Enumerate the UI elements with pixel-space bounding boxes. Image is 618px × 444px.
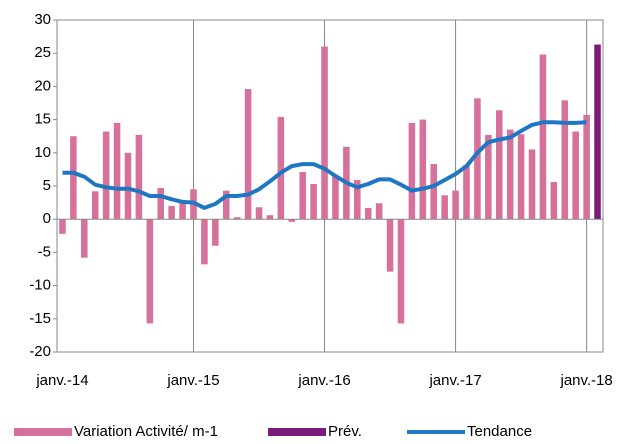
bar xyxy=(168,205,175,220)
legend-swatch xyxy=(268,428,326,436)
y-tick-label: 10 xyxy=(34,144,51,161)
bar xyxy=(364,207,372,220)
bar xyxy=(102,131,110,220)
bar xyxy=(288,219,296,222)
legend-label: Prév. xyxy=(328,423,362,440)
y-tick-label: 0 xyxy=(43,210,51,227)
bar xyxy=(244,89,252,220)
bar xyxy=(572,131,579,220)
bar xyxy=(179,203,186,220)
y-tick-label: 5 xyxy=(43,177,51,194)
bar xyxy=(539,54,547,220)
x-tick-label: janv.-16 xyxy=(297,372,350,389)
bar xyxy=(517,134,525,220)
bar xyxy=(124,152,132,220)
x-tick-label: janv.-14 xyxy=(35,372,88,389)
y-tick-label: -20 xyxy=(29,343,51,360)
y-tick-label: 15 xyxy=(34,111,51,128)
bar xyxy=(506,129,514,220)
bar xyxy=(408,122,416,220)
bar xyxy=(528,149,536,220)
bar xyxy=(222,190,230,220)
y-tick-label: 30 xyxy=(34,11,51,28)
bar xyxy=(430,164,438,220)
bar xyxy=(113,122,121,220)
y-tick-label: -5 xyxy=(38,243,51,260)
bar xyxy=(386,219,394,272)
bar xyxy=(550,182,558,220)
bar xyxy=(266,215,274,220)
x-tick-label: janv.-15 xyxy=(166,372,219,389)
bar xyxy=(354,180,361,220)
bar xyxy=(81,219,88,258)
bar xyxy=(146,219,154,324)
bar xyxy=(594,44,601,220)
y-tick-label: 25 xyxy=(34,44,51,61)
bar xyxy=(135,134,143,220)
bar xyxy=(463,164,470,220)
bar xyxy=(201,219,208,265)
bar xyxy=(91,191,99,220)
bar xyxy=(299,172,306,220)
bar xyxy=(212,219,219,246)
bar xyxy=(583,114,590,220)
bar xyxy=(485,134,492,220)
legend-label: Variation Activité/ m-1 xyxy=(74,423,218,440)
bar xyxy=(495,110,503,220)
trend-line xyxy=(62,120,587,210)
bar xyxy=(321,46,328,220)
y-tick-label: 20 xyxy=(34,77,51,94)
bar xyxy=(255,207,263,220)
bar xyxy=(397,219,405,324)
x-tick-label: janv.-17 xyxy=(428,372,481,389)
legend-label: Tendance xyxy=(467,423,532,440)
x-tick-label: janv.-18 xyxy=(559,372,612,389)
bar xyxy=(277,116,285,220)
bar xyxy=(375,203,383,220)
bar xyxy=(157,187,165,220)
bar xyxy=(441,195,448,220)
bar xyxy=(233,217,241,220)
bar xyxy=(419,119,427,220)
bar xyxy=(310,184,317,220)
y-tick-label: -15 xyxy=(29,310,51,327)
bar xyxy=(59,219,66,234)
bar xyxy=(474,98,481,220)
bar xyxy=(452,190,459,220)
bar xyxy=(561,100,569,220)
bar xyxy=(70,136,77,220)
bar xyxy=(332,176,339,220)
legend-swatch xyxy=(14,428,72,436)
y-tick-label: -10 xyxy=(29,277,51,294)
